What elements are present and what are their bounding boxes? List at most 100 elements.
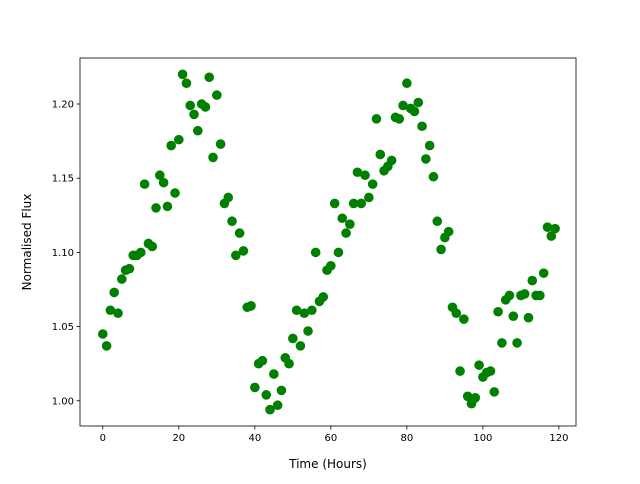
data-point bbox=[193, 125, 203, 136]
data-point bbox=[485, 366, 496, 376]
data-point bbox=[147, 241, 158, 252]
data-point bbox=[151, 203, 161, 213]
data-point bbox=[261, 390, 272, 400]
data-point bbox=[98, 329, 108, 339]
data-point bbox=[117, 274, 127, 284]
data-point bbox=[139, 179, 150, 189]
data-point bbox=[451, 308, 462, 319]
data-point bbox=[337, 213, 348, 224]
x-axis-ticks: 0 20 40 60 80 100 120 bbox=[100, 426, 568, 444]
x-tick-label: 60 bbox=[324, 433, 337, 444]
data-point bbox=[303, 326, 313, 336]
data-point bbox=[276, 385, 287, 396]
data-point bbox=[136, 247, 146, 258]
data-point bbox=[459, 314, 469, 324]
data-point bbox=[535, 290, 545, 301]
data-point bbox=[326, 260, 336, 271]
data-point bbox=[246, 301, 256, 311]
data-point bbox=[341, 228, 351, 238]
data-point bbox=[352, 167, 363, 178]
data-point bbox=[231, 250, 241, 261]
data-point bbox=[527, 275, 538, 286]
data-point bbox=[504, 290, 515, 301]
data-point bbox=[489, 387, 500, 397]
data-point bbox=[364, 192, 374, 203]
data-point bbox=[470, 393, 481, 403]
x-tick-label: 40 bbox=[248, 433, 261, 444]
data-point bbox=[162, 201, 173, 212]
plot-area bbox=[80, 58, 576, 426]
x-tick-label: 20 bbox=[172, 433, 185, 444]
y-tick-label: 1.15 bbox=[52, 174, 74, 185]
data-point bbox=[113, 308, 123, 319]
axes-frame bbox=[79, 57, 577, 427]
data-point bbox=[428, 171, 439, 182]
data-point bbox=[105, 305, 116, 316]
data-point bbox=[417, 121, 427, 132]
data-point bbox=[546, 231, 557, 241]
data-point bbox=[474, 360, 484, 370]
data-point bbox=[462, 391, 473, 402]
data-point bbox=[519, 289, 530, 299]
data-point bbox=[413, 97, 424, 108]
data-point bbox=[360, 170, 370, 181]
data-point bbox=[234, 228, 245, 238]
data-point bbox=[223, 192, 234, 203]
data-point bbox=[493, 306, 503, 317]
data-point bbox=[512, 338, 522, 348]
data-point bbox=[101, 341, 112, 351]
data-point bbox=[550, 223, 560, 234]
data-point bbox=[367, 179, 378, 189]
data-point bbox=[250, 382, 260, 393]
data-point bbox=[329, 198, 340, 209]
data-point bbox=[227, 216, 237, 227]
data-point bbox=[542, 222, 553, 232]
data-point bbox=[307, 305, 317, 316]
data-point bbox=[288, 333, 298, 344]
data-point bbox=[348, 198, 359, 209]
y-tick-label: 1.20 bbox=[52, 100, 74, 111]
data-point bbox=[170, 188, 180, 198]
x-tick-label: 120 bbox=[549, 433, 568, 444]
data-point bbox=[212, 90, 222, 100]
data-point bbox=[124, 263, 135, 274]
data-point bbox=[185, 100, 196, 111]
data-point bbox=[269, 369, 279, 379]
data-point bbox=[181, 78, 192, 89]
data-point bbox=[174, 134, 184, 145]
data-point bbox=[421, 154, 431, 164]
y-tick-label: 1.10 bbox=[52, 248, 74, 259]
data-point bbox=[257, 355, 268, 366]
data-point bbox=[310, 247, 321, 258]
x-tick-label: 100 bbox=[473, 433, 492, 444]
data-point bbox=[272, 400, 283, 411]
data-point bbox=[200, 102, 211, 112]
data-point bbox=[436, 244, 446, 255]
data-point bbox=[432, 216, 443, 227]
data-point bbox=[155, 170, 165, 181]
data-point bbox=[345, 219, 355, 229]
x-tick-label: 0 bbox=[100, 433, 106, 444]
x-axis-label: Time (Hours) bbox=[288, 457, 367, 471]
data-point bbox=[443, 226, 454, 237]
data-points bbox=[98, 69, 560, 415]
data-point bbox=[497, 338, 507, 348]
data-point bbox=[402, 78, 412, 89]
data-point bbox=[333, 247, 344, 258]
y-axis-label: Normalised Flux bbox=[20, 194, 34, 291]
data-point bbox=[177, 69, 188, 80]
y-axis-ticks: 1.00 1.05 1.10 1.15 1.20 bbox=[52, 100, 80, 407]
data-point bbox=[208, 152, 218, 163]
data-point bbox=[523, 312, 534, 323]
data-point bbox=[166, 140, 177, 151]
data-point bbox=[371, 114, 382, 124]
data-point bbox=[455, 366, 465, 376]
y-tick-label: 1.05 bbox=[52, 322, 74, 333]
data-point bbox=[158, 177, 169, 188]
data-point bbox=[265, 404, 275, 415]
x-tick-label: 80 bbox=[400, 433, 413, 444]
data-point bbox=[318, 292, 329, 302]
data-point bbox=[189, 109, 199, 120]
data-point bbox=[424, 140, 435, 151]
data-point bbox=[109, 287, 120, 298]
